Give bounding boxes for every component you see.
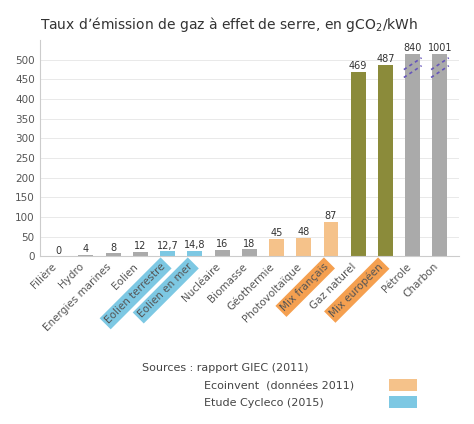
Bar [269, 239, 284, 257]
Bar [242, 249, 257, 257]
Bar [133, 252, 148, 257]
Text: Taux d’émission de gaz à effet de serre, en gCO$_2$/kWh: Taux d’émission de gaz à effet de serre,… [40, 15, 418, 34]
Text: 840: 840 [403, 43, 422, 53]
Bar [405, 54, 420, 257]
Text: 16: 16 [216, 240, 228, 249]
Bar [351, 72, 366, 257]
Text: 4: 4 [83, 244, 89, 254]
Text: 487: 487 [376, 54, 395, 64]
Text: Ecoinvent  (données 2011): Ecoinvent (données 2011) [204, 381, 354, 391]
Text: 87: 87 [325, 212, 337, 221]
Text: 0: 0 [55, 245, 62, 256]
Text: 14,8: 14,8 [184, 240, 206, 250]
Bar [432, 54, 447, 257]
Bar [160, 251, 175, 257]
Text: 48: 48 [298, 227, 310, 237]
Text: Sources : rapport GIEC (2011): Sources : rapport GIEC (2011) [142, 363, 309, 373]
Text: 18: 18 [243, 239, 255, 248]
Bar [187, 251, 202, 257]
Bar [324, 222, 338, 257]
Bar [215, 250, 229, 257]
Bar [296, 237, 311, 257]
Bar [378, 65, 393, 257]
Bar [106, 254, 120, 257]
Text: 12: 12 [134, 241, 146, 251]
Text: 469: 469 [349, 61, 367, 71]
Text: 45: 45 [270, 228, 283, 238]
Text: 1001: 1001 [428, 43, 452, 53]
Bar [78, 255, 93, 257]
Text: 12,7: 12,7 [157, 241, 179, 251]
Text: Etude Cycleco (2015): Etude Cycleco (2015) [204, 398, 324, 408]
Text: 8: 8 [110, 243, 116, 253]
